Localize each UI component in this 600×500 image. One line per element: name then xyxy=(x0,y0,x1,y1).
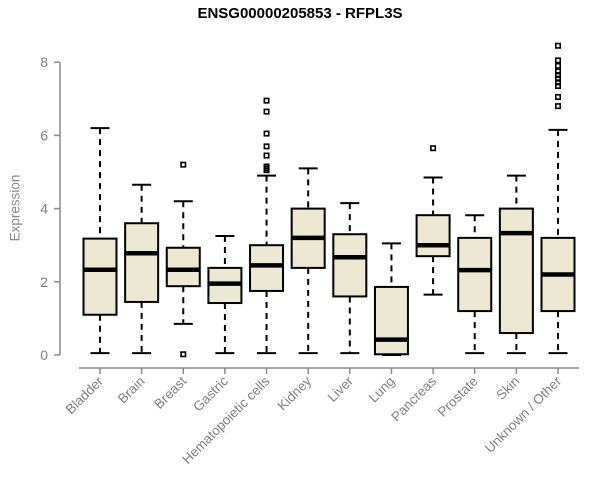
iqr-box xyxy=(498,207,534,335)
iqr-box xyxy=(373,285,409,356)
box-lung xyxy=(373,242,409,356)
outlier-point xyxy=(180,351,187,358)
outlier-point xyxy=(554,68,561,75)
box-breast xyxy=(165,161,201,358)
x-category-label: Bladder xyxy=(63,373,107,417)
outlier-point xyxy=(554,103,561,110)
x-category-label: Prostate xyxy=(435,374,481,420)
x-category-label: Liver xyxy=(325,373,357,405)
y-tick-label: 6 xyxy=(40,127,48,143)
outlier-point xyxy=(263,163,270,170)
outlier-point xyxy=(263,97,270,104)
y-tick-label: 4 xyxy=(40,201,48,217)
box-hematopoietic-cells xyxy=(249,97,285,355)
x-category-label: Breast xyxy=(151,373,189,411)
iqr-box xyxy=(249,244,285,292)
box-kidney xyxy=(290,167,326,355)
x-category-label: Skin xyxy=(493,374,522,403)
x-category-label: Kidney xyxy=(275,373,315,413)
box-bladder xyxy=(82,127,118,355)
box-gastric xyxy=(207,235,243,355)
iqr-box xyxy=(124,222,160,303)
x-category-label: Pancreas xyxy=(388,373,439,424)
iqr-box xyxy=(82,237,118,316)
x-category-label: Lung xyxy=(366,374,398,406)
outlier-point xyxy=(263,130,270,137)
outlier-point xyxy=(263,143,270,150)
outlier-point xyxy=(554,42,561,49)
iqr-box xyxy=(332,233,368,298)
outlier-point xyxy=(430,145,437,152)
y-axis: 0 2 4 6 8 xyxy=(40,54,61,363)
outlier-point xyxy=(263,152,270,159)
outlier-point xyxy=(180,161,187,168)
outlier-point xyxy=(554,93,561,100)
iqr-box xyxy=(165,246,201,288)
box-skin xyxy=(498,174,534,355)
y-tick-label: 2 xyxy=(40,274,48,290)
outlier-point xyxy=(554,62,561,69)
outlier-point xyxy=(263,108,270,115)
box-liver xyxy=(332,202,368,355)
chart-title: ENSG00000205853 - RFPL3S xyxy=(197,5,403,22)
iqr-box xyxy=(415,214,451,258)
y-tick-label: 0 xyxy=(40,347,48,363)
outlier-point xyxy=(554,57,561,64)
y-tick-label: 8 xyxy=(40,54,48,70)
x-category-label: Unknown / Other xyxy=(482,373,565,456)
x-category-label: Gastric xyxy=(190,373,231,414)
box-prostate xyxy=(457,214,493,355)
y-axis-label: Expression xyxy=(7,174,23,242)
x-category-label: Brain xyxy=(115,374,148,407)
box-unknown-other xyxy=(540,42,576,355)
iqr-box xyxy=(457,236,493,313)
box-brain xyxy=(124,183,160,355)
box-pancreas xyxy=(415,145,451,296)
